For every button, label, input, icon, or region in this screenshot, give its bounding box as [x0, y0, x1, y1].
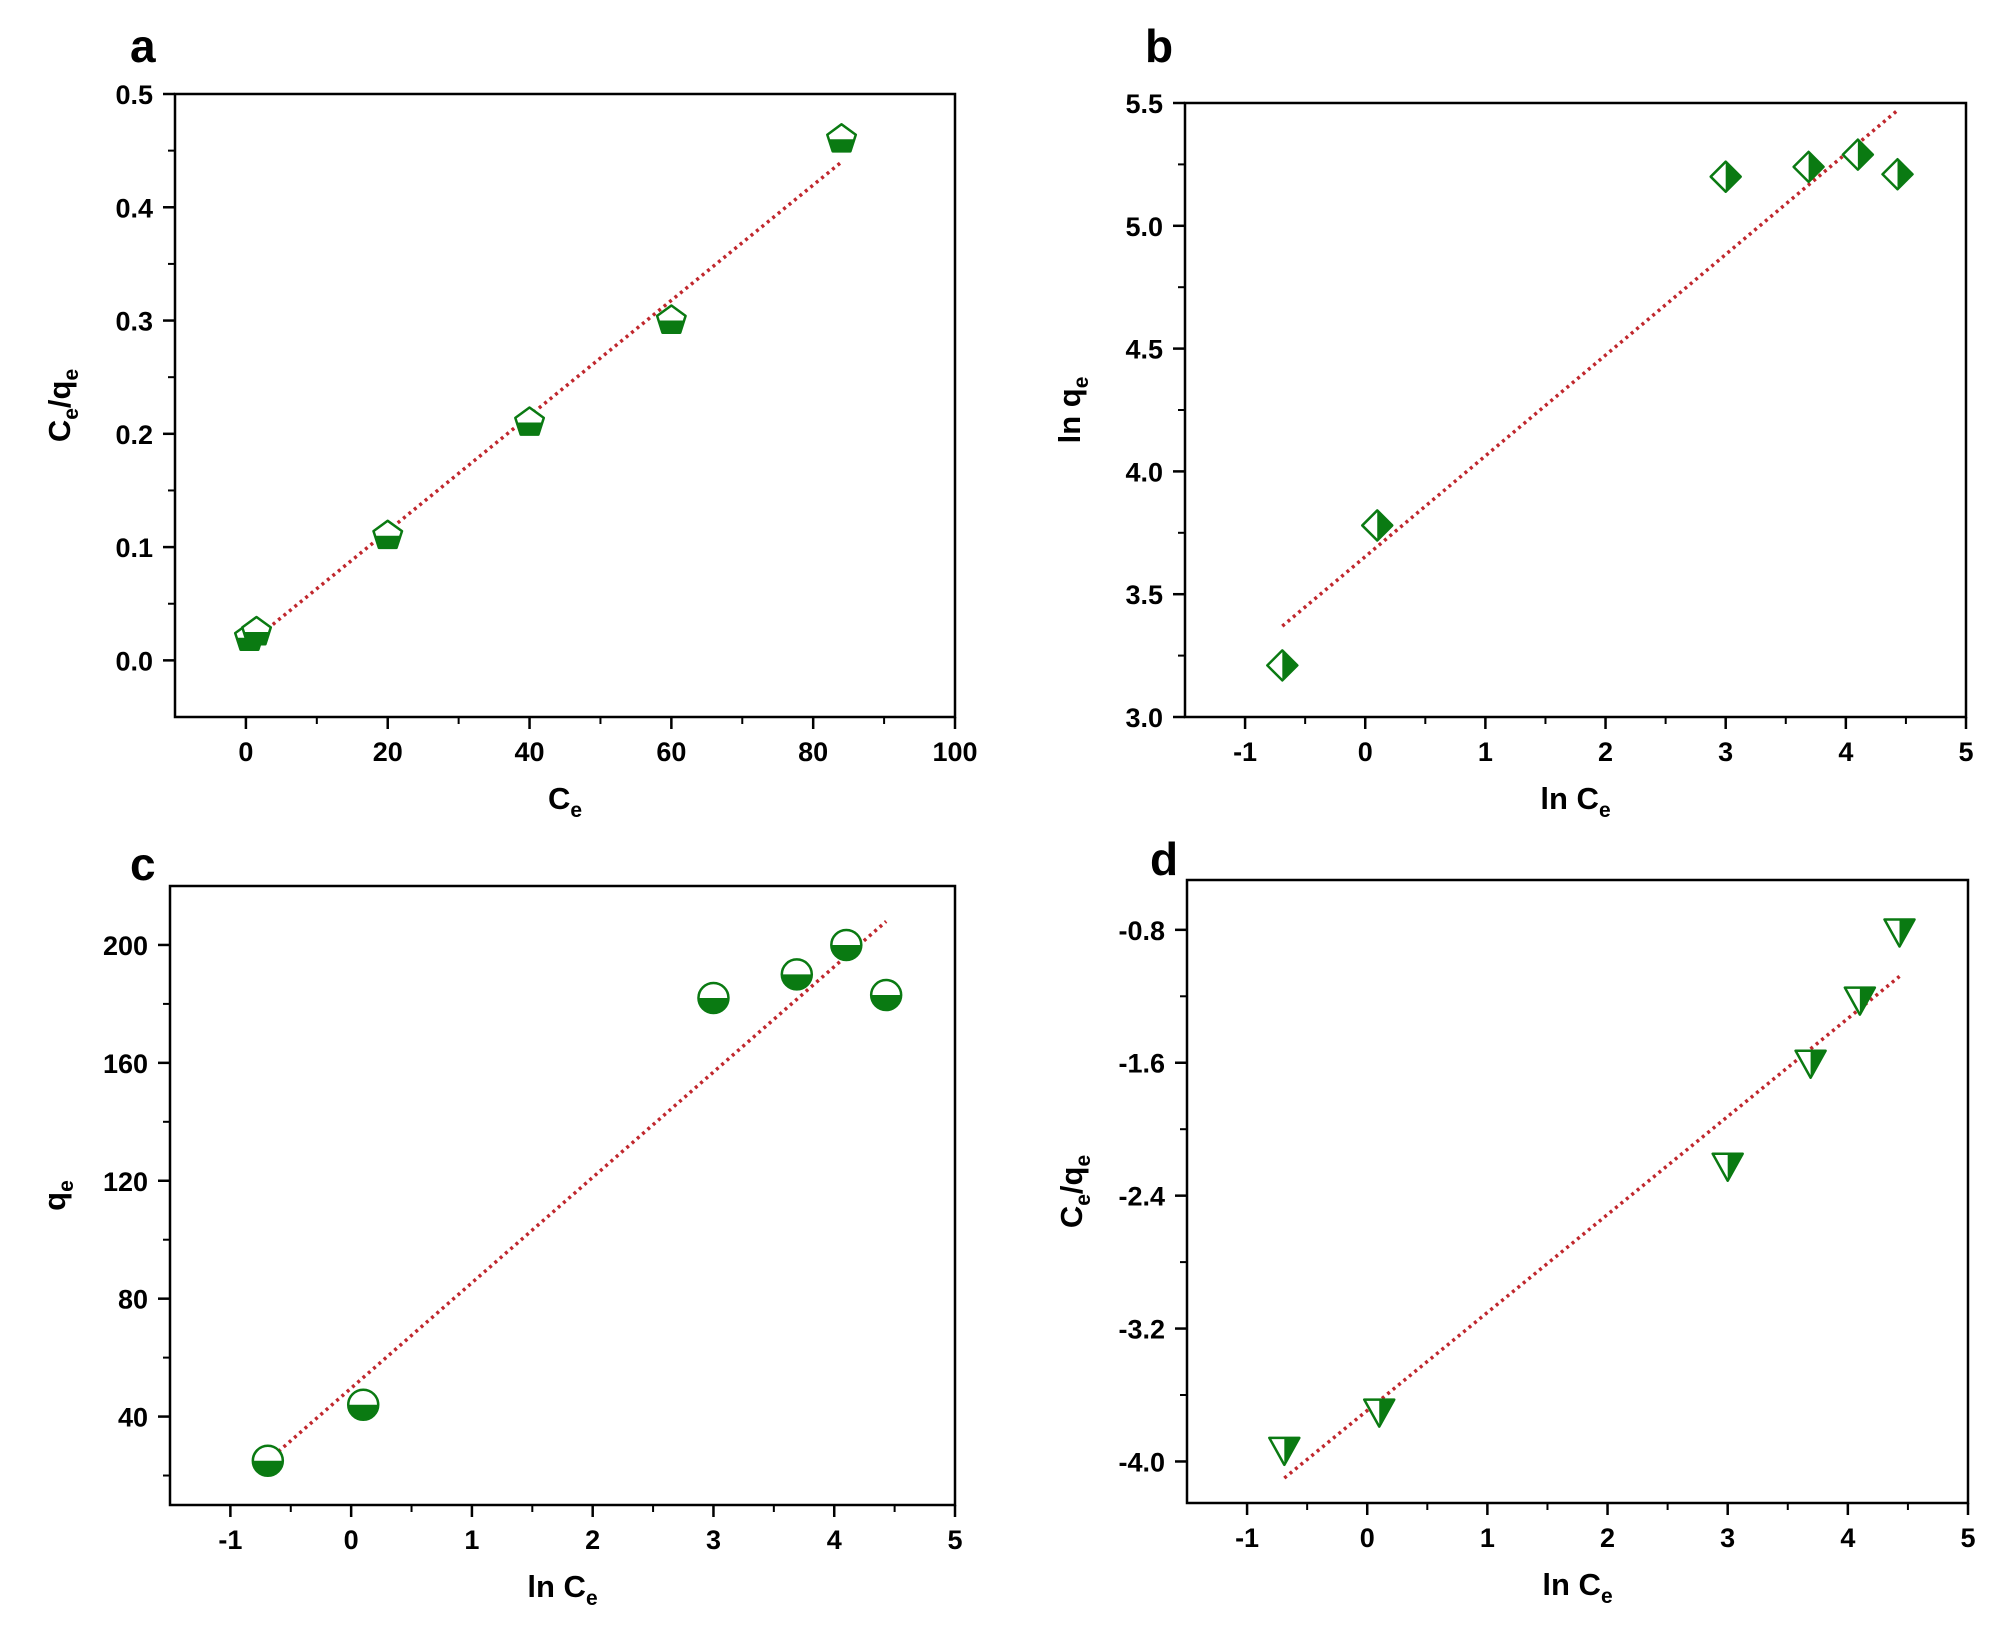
panel-letter: c	[130, 838, 156, 890]
plot-frame	[1183, 101, 1968, 719]
x-tick-label: 80	[798, 737, 828, 767]
y-tick-label: 0.5	[115, 80, 153, 110]
data-point	[514, 406, 546, 436]
x-tick-label: 100	[932, 737, 977, 767]
x-axis-label: ln Ce	[527, 1569, 597, 1610]
data-point	[780, 958, 814, 991]
y-tick-label: 5.5	[1125, 89, 1163, 119]
y-tick-label: 3.5	[1125, 580, 1163, 610]
y-tick-label: 0.4	[115, 193, 153, 223]
x-tick-label: -1	[1233, 737, 1257, 767]
x-tick-label: 3	[1718, 737, 1733, 767]
y-tick-label: 120	[103, 1167, 148, 1197]
data-point	[1266, 649, 1299, 682]
data-point	[697, 981, 730, 1015]
data-point	[1360, 509, 1394, 542]
x-tick-label: 5	[1958, 737, 1973, 767]
x-tick-label: 5	[1960, 1523, 1975, 1553]
panel-b: b -1 0 1 2 3 4 5 3.0 3.5 4.0 4.5 5.0 5.5 ln Ce ln qe	[1052, 20, 1974, 822]
x-tick-label: 3	[1720, 1523, 1735, 1553]
x-tick-label: 60	[656, 737, 686, 767]
x-tick-label: 40	[515, 737, 545, 767]
y-tick-label: 3.0	[1125, 703, 1163, 733]
x-tick-label: 2	[1598, 737, 1613, 767]
panel-c: c -1 0 1 2 3 4 5 40 80 120 160 200 ln Ce qe	[37, 838, 963, 1610]
x-tick-label: 0	[1358, 737, 1373, 767]
data-point	[869, 978, 903, 1012]
x-tick-label: 1	[464, 1525, 479, 1555]
x-tick-label: 2	[1600, 1523, 1615, 1553]
data-point	[1843, 986, 1877, 1016]
panel-letter: d	[1150, 833, 1178, 885]
y-tick-label: 0.2	[115, 420, 153, 450]
data-point	[251, 1444, 285, 1478]
x-axis-label: ln Ce	[1540, 781, 1610, 822]
y-axis-label: Ce/qe	[42, 369, 83, 442]
y-tick-label: 200	[103, 931, 148, 961]
y-tick-label: 4.0	[1125, 457, 1163, 487]
y-tick-label: 0.3	[115, 307, 153, 337]
linear-fit-line	[266, 920, 888, 1463]
data-point	[1362, 1398, 1396, 1428]
linear-fit-line	[1281, 109, 1899, 628]
plot-frame	[173, 92, 957, 719]
y-axis-label: ln qe	[1052, 377, 1093, 444]
y-tick-label: -4.0	[1118, 1447, 1165, 1477]
y-axis-label: Ce/qe	[1054, 1155, 1095, 1228]
data-point	[1709, 160, 1742, 193]
y-axis-label: qe	[37, 1180, 78, 1211]
data-point	[1883, 918, 1916, 948]
data-point	[1841, 138, 1875, 171]
plot-frame	[1185, 878, 1970, 1505]
x-tick-label: 5	[947, 1525, 962, 1555]
y-tick-label: 0.0	[115, 646, 153, 676]
x-axis-label: ln Ce	[1542, 1567, 1612, 1608]
y-tick-label: 40	[118, 1403, 148, 1433]
x-tick-label: 2	[585, 1525, 600, 1555]
data-point	[826, 123, 858, 153]
data-point	[372, 519, 404, 550]
data-point	[655, 304, 687, 334]
y-tick-label: 160	[103, 1049, 148, 1079]
x-tick-label: 20	[373, 737, 403, 767]
x-tick-label: 4	[1840, 1523, 1855, 1553]
y-tick-label: -2.4	[1118, 1182, 1165, 1212]
data-point	[1794, 1049, 1827, 1079]
panel-letter: b	[1145, 20, 1173, 72]
data-point	[1792, 150, 1825, 184]
data-point	[1268, 1436, 1301, 1467]
data-point	[1711, 1152, 1744, 1182]
panel-letter: a	[130, 20, 156, 72]
data-point	[1881, 157, 1914, 191]
x-tick-label: 4	[1838, 737, 1853, 767]
data-point	[241, 615, 273, 646]
x-tick-label: 0	[1360, 1523, 1375, 1553]
x-tick-label: 1	[1478, 737, 1493, 767]
y-tick-label: 5.0	[1125, 212, 1163, 242]
y-tick-label: -3.2	[1118, 1315, 1165, 1345]
x-tick-label: 0	[238, 737, 253, 767]
x-tick-label: 3	[706, 1525, 721, 1555]
x-tick-label: 1	[1480, 1523, 1495, 1553]
y-tick-label: 80	[118, 1285, 148, 1315]
data-point	[830, 928, 863, 962]
panel-d: d -1 0 1 2 3 4 5 -0.8 -1.6 -2.4 -3.2 -4.0 ln Ce Ce/qe	[1054, 833, 1976, 1608]
y-tick-label: -1.6	[1118, 1049, 1165, 1079]
data-point	[346, 1388, 380, 1422]
x-tick-label: -1	[1235, 1523, 1259, 1553]
y-tick-label: 0.1	[115, 533, 153, 563]
linear-fit-line	[255, 160, 843, 640]
x-axis-label: Ce	[548, 781, 582, 822]
panel-a: a 0 20 40 60 80 100 0.0 0.1 0.2 0.3 0.4 0.5 Ce Ce/qe	[42, 20, 978, 822]
x-tick-label: -1	[218, 1525, 242, 1555]
plot-frame	[168, 884, 957, 1507]
y-tick-label: 4.5	[1125, 335, 1163, 365]
x-tick-label: 4	[827, 1525, 842, 1555]
y-tick-label: -0.8	[1118, 916, 1165, 946]
x-tick-label: 0	[344, 1525, 359, 1555]
